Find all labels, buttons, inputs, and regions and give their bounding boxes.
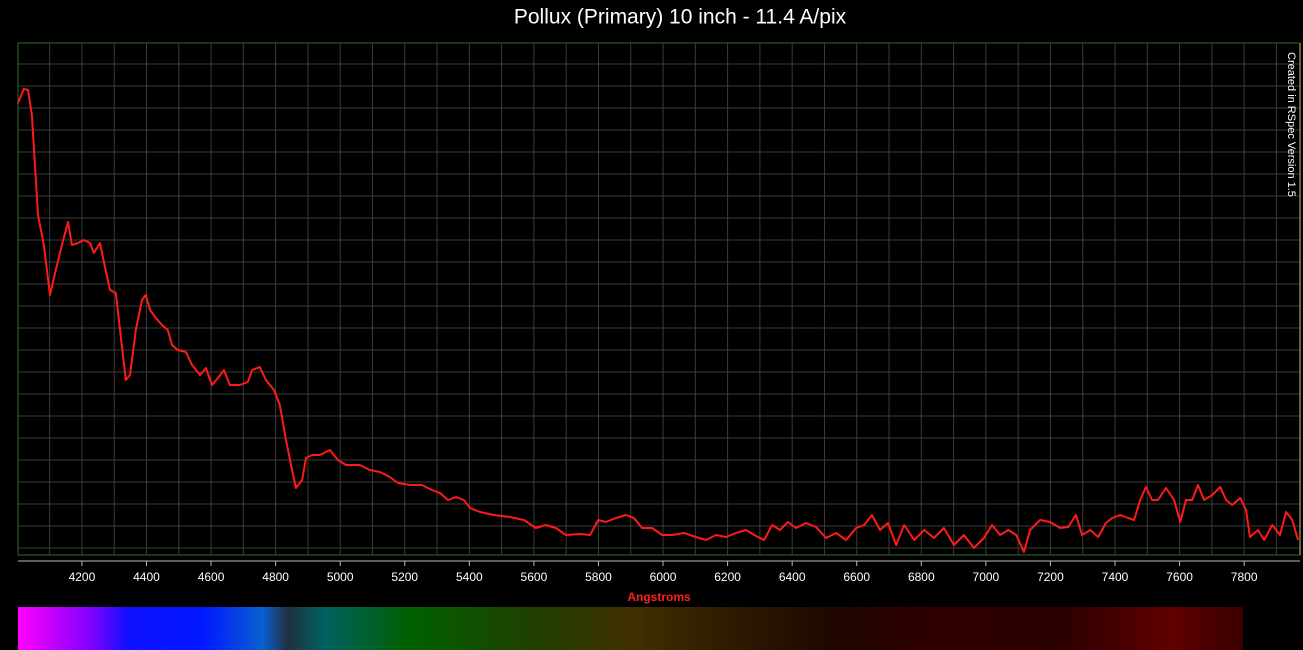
x-tick-label: 4200: [69, 570, 96, 584]
x-tick-label: 5400: [456, 570, 483, 584]
x-tick-label: 6000: [650, 570, 677, 584]
x-ticks: 4200 4400 4600 4800 5000 5200 5400 5600 5800 6000…: [69, 561, 1258, 584]
x-tick-label: 6200: [714, 570, 741, 584]
x-tick-label: 4600: [198, 570, 225, 584]
spectrum-line: [17, 88, 1300, 553]
spectrum-strip: [18, 607, 1243, 650]
x-tick-label: 7800: [1231, 570, 1258, 584]
x-tick-label: 5600: [521, 570, 548, 584]
x-tick-label: 5200: [391, 570, 418, 584]
x-tick-label: 7200: [1037, 570, 1064, 584]
chart-title: Pollux (Primary) 10 inch - 11.4 A/pix: [514, 6, 847, 29]
x-tick-label: 7400: [1102, 570, 1129, 584]
grid: [18, 43, 1300, 555]
x-tick-label: 7600: [1166, 570, 1193, 584]
x-tick-label: 4400: [133, 570, 160, 584]
x-tick-label: 6600: [843, 570, 870, 584]
x-axis-label: Angstroms: [627, 590, 691, 604]
x-tick-label: 6400: [779, 570, 806, 584]
plot: [17, 88, 1300, 553]
x-tick-label: 6800: [908, 570, 935, 584]
x-tick-label: 5000: [327, 570, 354, 584]
watermark: Created in RSpec Version 1.5: [1285, 52, 1297, 197]
x-tick-label: 7000: [973, 570, 1000, 584]
x-tick-label: 5800: [585, 570, 612, 584]
x-tick-label: 4800: [262, 570, 289, 584]
